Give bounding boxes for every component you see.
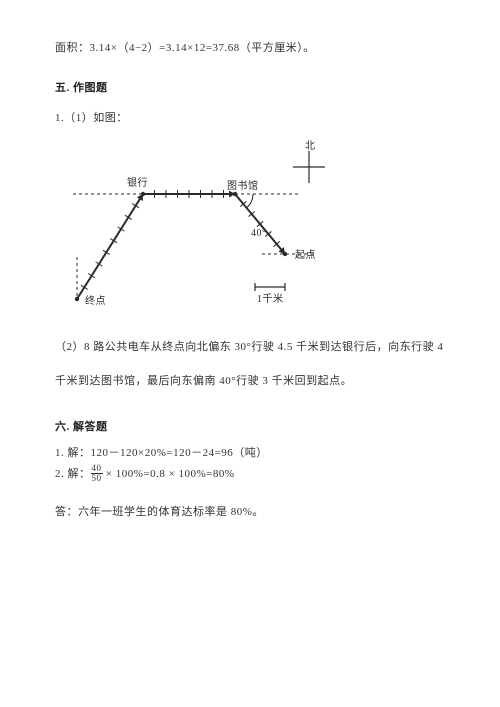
area-line: 面积：3.14×（4−2）=3.14×12=37.68（平方厘米）。 bbox=[55, 36, 445, 60]
section-5-title: 五. 作图题 bbox=[55, 76, 445, 100]
a2-fraction: 4050 bbox=[91, 464, 103, 483]
final-answer: 答：六年一班学生的体育达标率是 80%。 bbox=[55, 500, 445, 524]
q1-part2b: 千米到达图书馆，最后向东偏南 40°行驶 3 千米回到起点。 bbox=[55, 369, 445, 393]
svg-text:北: 北 bbox=[305, 140, 316, 152]
q1-head: 1.（1）如图： bbox=[55, 106, 445, 130]
a2-suffix: × 100%=0.8 × 100%=80% bbox=[103, 468, 235, 480]
a2-frac-den: 50 bbox=[91, 474, 103, 483]
route-diagram: 北银行 图书馆起点终点 1千米 40° bbox=[55, 139, 355, 319]
svg-text:图书馆: 图书馆 bbox=[227, 179, 259, 192]
section-6-title: 六. 解答题 bbox=[55, 415, 445, 439]
svg-text:1千米: 1千米 bbox=[257, 292, 284, 305]
answer-1: 1. 解：120－120×20%=120－24=96（吨） bbox=[55, 445, 445, 463]
answer-2: 2. 解：4050 × 100%=0.8 × 100%=80% bbox=[55, 465, 445, 484]
q1-part2: （2）8 路公共电车从终点向北偏东 30°行驶 4.5 千米到达银行后，向东行驶… bbox=[55, 335, 445, 359]
svg-text:银行: 银行 bbox=[127, 176, 148, 189]
svg-text:起点: 起点 bbox=[295, 249, 316, 261]
page-content: 面积：3.14×（4−2）=3.14×12=37.68（平方厘米）。 五. 作图… bbox=[0, 0, 500, 524]
figure-container: 北银行 图书馆起点终点 1千米 40° bbox=[55, 139, 355, 319]
a2-prefix: 2. 解： bbox=[55, 468, 91, 480]
svg-text:40°: 40° bbox=[251, 228, 267, 239]
svg-text:终点: 终点 bbox=[85, 294, 106, 307]
